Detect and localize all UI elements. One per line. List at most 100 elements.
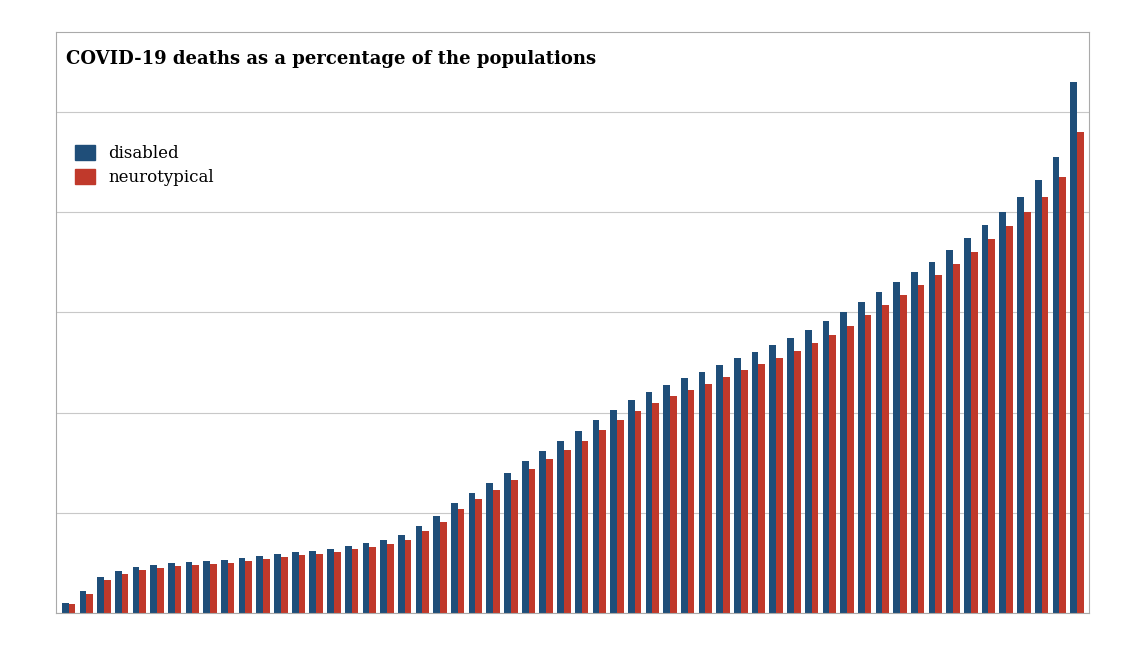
Bar [741,370,748,613]
Bar [610,410,617,613]
Bar [451,502,458,613]
Bar [69,604,75,613]
Bar [664,384,670,613]
Bar [493,490,500,613]
Bar [1024,212,1031,613]
Bar [564,450,570,613]
Bar [150,565,157,613]
Bar [115,571,121,613]
Bar [769,344,776,613]
Bar [274,553,281,613]
Bar [334,551,340,613]
Bar [734,357,741,613]
Bar [228,562,235,613]
Bar [192,565,199,613]
Bar [865,315,871,613]
Bar [256,556,263,613]
Bar [1052,157,1059,613]
Bar [381,540,387,613]
Bar [947,250,953,613]
Bar [504,473,511,613]
Bar [840,312,847,613]
Bar [475,499,482,613]
Bar [299,555,305,613]
Bar [617,420,623,613]
Bar [404,540,411,613]
Bar [847,326,853,613]
Bar [175,566,182,613]
Bar [699,372,705,613]
Bar [80,591,86,613]
Bar [185,562,192,613]
Bar [1041,197,1048,613]
Bar [157,568,164,613]
Bar [557,441,564,613]
Bar [705,384,712,613]
Bar [805,330,812,613]
Bar [593,420,600,613]
Bar [104,580,111,613]
Bar [139,570,146,613]
Bar [546,459,553,613]
Bar [794,350,801,613]
Bar [121,573,128,613]
Bar [652,402,659,613]
Legend: disabled, neurotypical: disabled, neurotypical [75,145,213,186]
Bar [716,364,723,613]
Bar [900,295,906,613]
Bar [600,430,606,613]
Bar [221,560,228,613]
Bar [369,547,376,613]
Bar [511,480,518,613]
Bar [787,337,794,613]
Bar [982,225,988,613]
Bar [62,602,69,613]
Bar [970,252,977,613]
Bar [953,264,960,613]
Bar [522,461,529,613]
Bar [646,392,652,613]
Bar [98,577,104,613]
Bar [1077,132,1084,613]
Bar [398,535,404,613]
Bar [893,283,900,613]
Bar [416,526,422,613]
Text: COVID-19 deaths as a percentage of the populations: COVID-19 deaths as a percentage of the p… [66,50,596,68]
Bar [351,549,358,613]
Bar [858,303,865,613]
Bar [539,451,546,613]
Bar [433,515,440,613]
Bar [876,292,883,613]
Bar [634,411,641,613]
Bar [575,431,582,613]
Bar [239,558,246,613]
Bar [168,562,175,613]
Bar [670,395,677,613]
Bar [246,561,253,613]
Bar [935,275,942,613]
Bar [917,286,924,613]
Bar [422,531,429,613]
Bar [1017,197,1024,613]
Bar [929,263,935,613]
Bar [281,557,287,613]
Bar [812,342,819,613]
Bar [911,272,917,613]
Bar [1059,177,1066,613]
Bar [317,553,323,613]
Bar [210,564,217,613]
Bar [829,335,836,613]
Bar [751,352,758,613]
Bar [440,522,447,613]
Bar [468,493,475,613]
Bar [822,321,829,613]
Bar [133,567,139,613]
Bar [387,544,394,613]
Bar [486,482,493,613]
Bar [758,364,765,613]
Bar [988,239,995,613]
Bar [263,559,270,613]
Bar [883,306,889,613]
Bar [687,390,694,613]
Bar [292,551,299,613]
